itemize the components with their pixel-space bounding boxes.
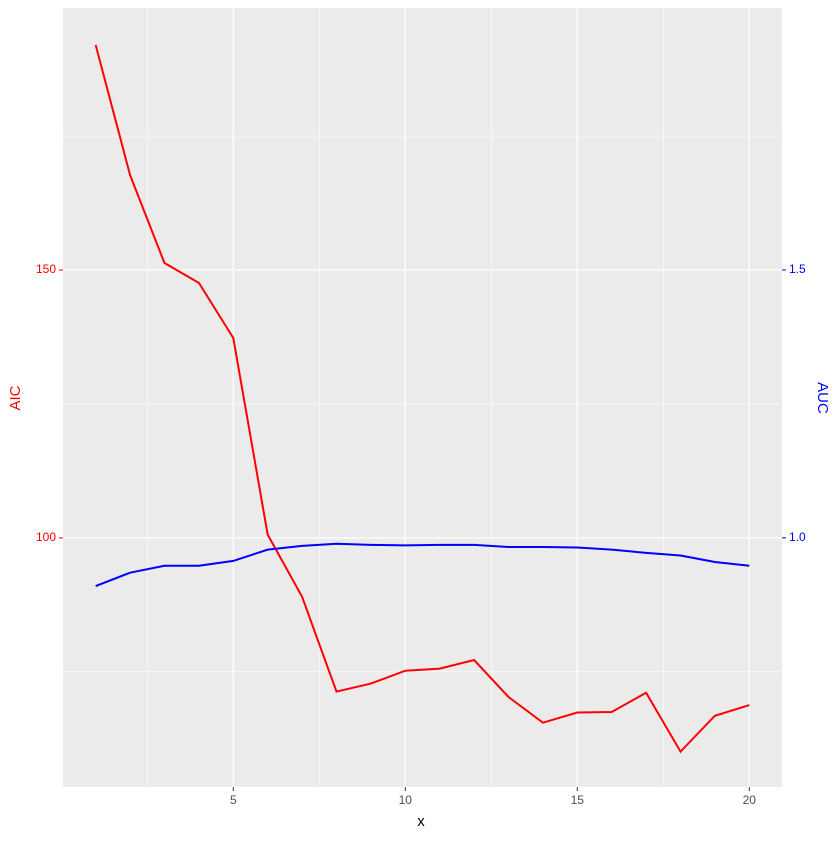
y-tick-label: 100 (36, 530, 56, 544)
y-axis-title: AIC (7, 385, 24, 410)
x-tick-label: 15 (571, 793, 585, 807)
line-series (94, 44, 750, 754)
x-tick-label: 20 (743, 793, 757, 807)
x-axis-title: x (417, 813, 425, 830)
x-tick-label: 5 (230, 793, 237, 807)
x-tick-label: 10 (399, 793, 413, 807)
y2-axis-title: AUC (814, 382, 831, 414)
line-series (95, 542, 750, 588)
y2-tick-label: 1.0 (789, 530, 806, 544)
y2-tick-label: 1.5 (789, 262, 806, 276)
y-tick-label: 150 (36, 262, 56, 276)
panel (63, 8, 782, 787)
